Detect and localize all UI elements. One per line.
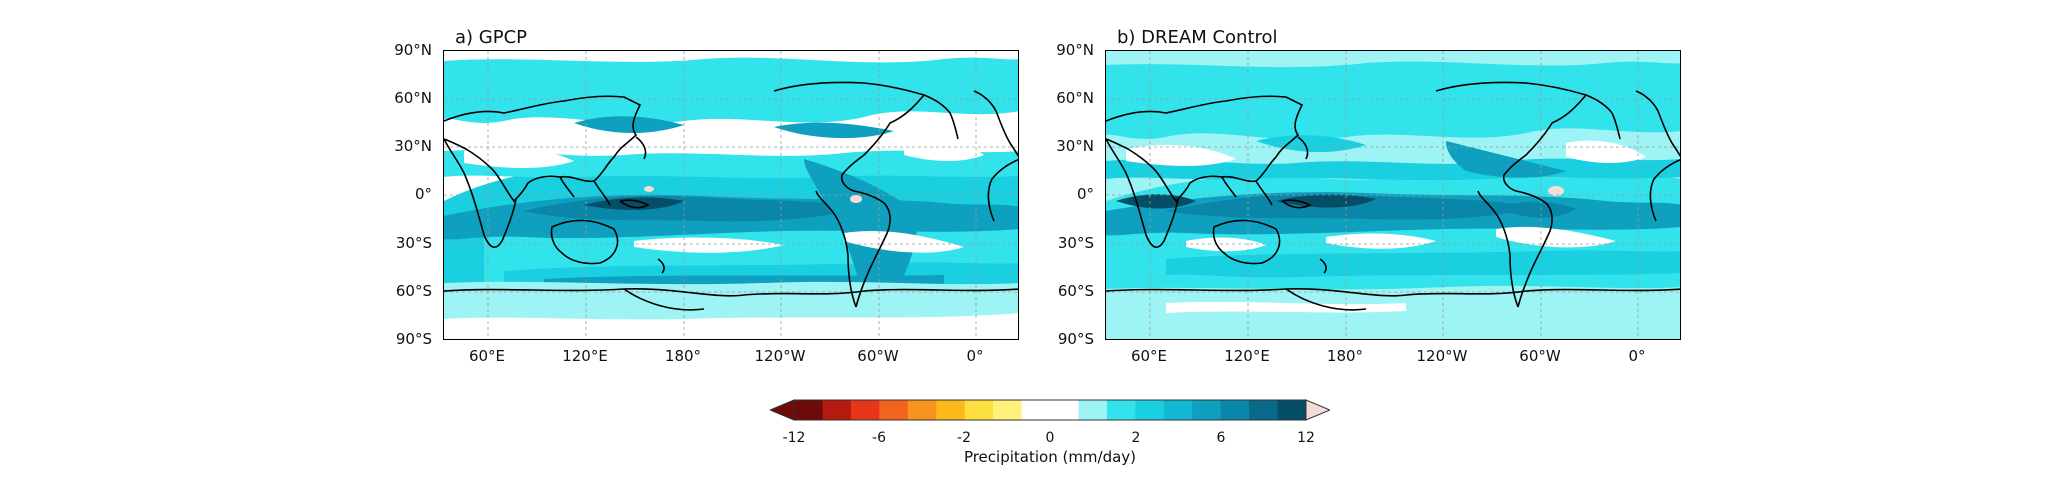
colorbar-tick: 2 bbox=[1131, 430, 1141, 446]
colorbar-tick: -12 bbox=[782, 430, 806, 446]
colorbar-swatch bbox=[993, 400, 1023, 420]
coastlines bbox=[444, 81, 1018, 311]
lat-tick-label: 60°N bbox=[394, 89, 432, 107]
lat-tick-label: 0° bbox=[1076, 185, 1094, 203]
lon-tick-label: 0° bbox=[966, 347, 984, 365]
colorbar-swatch bbox=[936, 400, 966, 420]
coastlines bbox=[1106, 81, 1680, 311]
lat-tick-label: 60°N bbox=[1056, 89, 1094, 107]
colorbar-swatches bbox=[770, 399, 1330, 421]
lat-tick-label: 90°S bbox=[395, 330, 432, 348]
colorbar-tick: 12 bbox=[1297, 430, 1315, 446]
grid-lines bbox=[444, 51, 1018, 339]
lat-tick-label: 30°S bbox=[1057, 234, 1094, 252]
panel-title: b) DREAM Control bbox=[1117, 27, 1278, 48]
colorbar-swatch bbox=[1106, 400, 1136, 420]
colorbar-frame bbox=[793, 399, 1307, 421]
colorbar-swatch bbox=[850, 400, 880, 420]
lat-tick-label: 60°S bbox=[1057, 282, 1094, 300]
lon-tick-label: 180° bbox=[664, 347, 702, 365]
lon-tick-label: 180° bbox=[1326, 347, 1364, 365]
lon-tick-label: 60°E bbox=[1130, 347, 1168, 365]
colorbar-swatch bbox=[1078, 400, 1108, 420]
colorbar-swatch bbox=[1220, 400, 1250, 420]
colorbar-swatch bbox=[1021, 400, 1051, 420]
lat-tick-label: 90°S bbox=[1057, 330, 1094, 348]
precip-map-dream bbox=[1106, 51, 1680, 339]
panel-title: a) GPCP bbox=[455, 27, 527, 48]
map-dream-control bbox=[1105, 50, 1681, 340]
colorbar-swatch bbox=[822, 400, 852, 420]
colorbar-swatch bbox=[1050, 400, 1079, 420]
lat-tick-label: 30°N bbox=[394, 137, 432, 155]
colorbar-swatch bbox=[879, 400, 909, 420]
colorbar-tick: 0 bbox=[1045, 430, 1055, 446]
colorbar-swatch bbox=[964, 400, 994, 420]
colorbar-tick: -2 bbox=[957, 430, 971, 446]
precip-fill bbox=[1106, 51, 1680, 339]
colorbar-swatch bbox=[1249, 400, 1279, 420]
lon-tick-label: 120°W bbox=[754, 347, 806, 365]
lat-tick-label: 30°S bbox=[395, 234, 432, 252]
lat-tick-label: 90°N bbox=[394, 41, 432, 59]
colorbar-swatch bbox=[907, 400, 937, 420]
colorbar-tick: -6 bbox=[872, 430, 886, 446]
map-gpcp bbox=[443, 50, 1019, 340]
precip-fill bbox=[444, 51, 1018, 339]
colorbar-swatch bbox=[1277, 400, 1307, 420]
lat-tick-label: 0° bbox=[414, 185, 432, 203]
colorbar-label: Precipitation (mm/day) bbox=[963, 448, 1137, 466]
lon-tick-label: 120°E bbox=[562, 347, 608, 365]
lon-tick-label: 60°E bbox=[468, 347, 506, 365]
grid-lines bbox=[1106, 51, 1680, 339]
lon-tick-label: 60°W bbox=[1519, 347, 1561, 365]
lat-tick-label: 60°S bbox=[395, 282, 432, 300]
colorbar-swatch bbox=[1192, 400, 1222, 420]
colorbar-swatch bbox=[1163, 400, 1193, 420]
colorbar-max-extension bbox=[1305, 399, 1330, 421]
lon-tick-label: 120°W bbox=[1416, 347, 1468, 365]
colorbar: -12 -6 -2 0 2 6 12 Precipitation (mm/day… bbox=[770, 398, 1330, 478]
colorbar-min-extension bbox=[770, 399, 795, 421]
colorbar-tick: 6 bbox=[1216, 430, 1226, 446]
lon-tick-label: 120°E bbox=[1224, 347, 1270, 365]
colorbar-swatch bbox=[1135, 400, 1165, 420]
precip-map-gpcp bbox=[444, 51, 1018, 339]
lon-tick-label: 60°W bbox=[857, 347, 899, 365]
lon-tick-label: 0° bbox=[1628, 347, 1646, 365]
lat-tick-label: 90°N bbox=[1056, 41, 1094, 59]
colorbar-swatch bbox=[794, 400, 823, 420]
lat-tick-label: 30°N bbox=[1056, 137, 1094, 155]
